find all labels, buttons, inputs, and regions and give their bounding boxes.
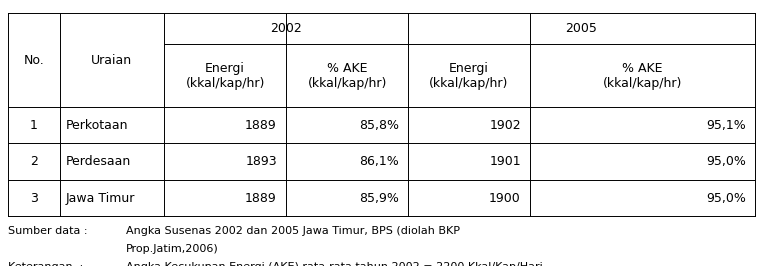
Text: 1889: 1889: [245, 192, 277, 205]
Text: Angka Kecukupan Energi (AKE) rata-rata tahun 2002 = 2200 Kkal/Kap/Hari: Angka Kecukupan Energi (AKE) rata-rata t…: [126, 262, 543, 266]
Text: 2: 2: [30, 155, 37, 168]
Text: No.: No.: [23, 53, 44, 66]
Text: 3: 3: [30, 192, 37, 205]
Text: Prop.Jatim,2006): Prop.Jatim,2006): [126, 244, 219, 254]
Text: % AKE
(kkal/kap/hr): % AKE (kkal/kap/hr): [307, 62, 387, 90]
Text: 1893: 1893: [245, 155, 277, 168]
Text: 1889: 1889: [245, 119, 277, 132]
Text: 2002: 2002: [270, 22, 302, 35]
Text: 95,1%: 95,1%: [706, 119, 746, 132]
Text: 86,1%: 86,1%: [359, 155, 399, 168]
Text: 85,9%: 85,9%: [359, 192, 399, 205]
Text: 1900: 1900: [489, 192, 521, 205]
Text: 95,0%: 95,0%: [706, 192, 746, 205]
Text: Energi
(kkal/kap/hr): Energi (kkal/kap/hr): [185, 62, 265, 90]
Text: 1901: 1901: [489, 155, 521, 168]
Text: 85,8%: 85,8%: [359, 119, 399, 132]
Text: Keterangan  :: Keterangan :: [8, 262, 83, 266]
Text: Uraian: Uraian: [91, 53, 132, 66]
Text: 1902: 1902: [489, 119, 521, 132]
Text: Energi
(kkal/kap/hr): Energi (kkal/kap/hr): [429, 62, 509, 90]
Text: Sumber data :: Sumber data :: [8, 226, 87, 235]
Text: Perdesaan: Perdesaan: [65, 155, 131, 168]
Text: % AKE
(kkal/kap/hr): % AKE (kkal/kap/hr): [603, 62, 682, 90]
Text: 2005: 2005: [566, 22, 598, 35]
Text: Perkotaan: Perkotaan: [65, 119, 128, 132]
Text: Jawa Timur: Jawa Timur: [65, 192, 135, 205]
Text: Angka Susenas 2002 dan 2005 Jawa Timur, BPS (diolah BKP: Angka Susenas 2002 dan 2005 Jawa Timur, …: [126, 226, 460, 235]
Text: 1: 1: [30, 119, 37, 132]
Text: 95,0%: 95,0%: [706, 155, 746, 168]
